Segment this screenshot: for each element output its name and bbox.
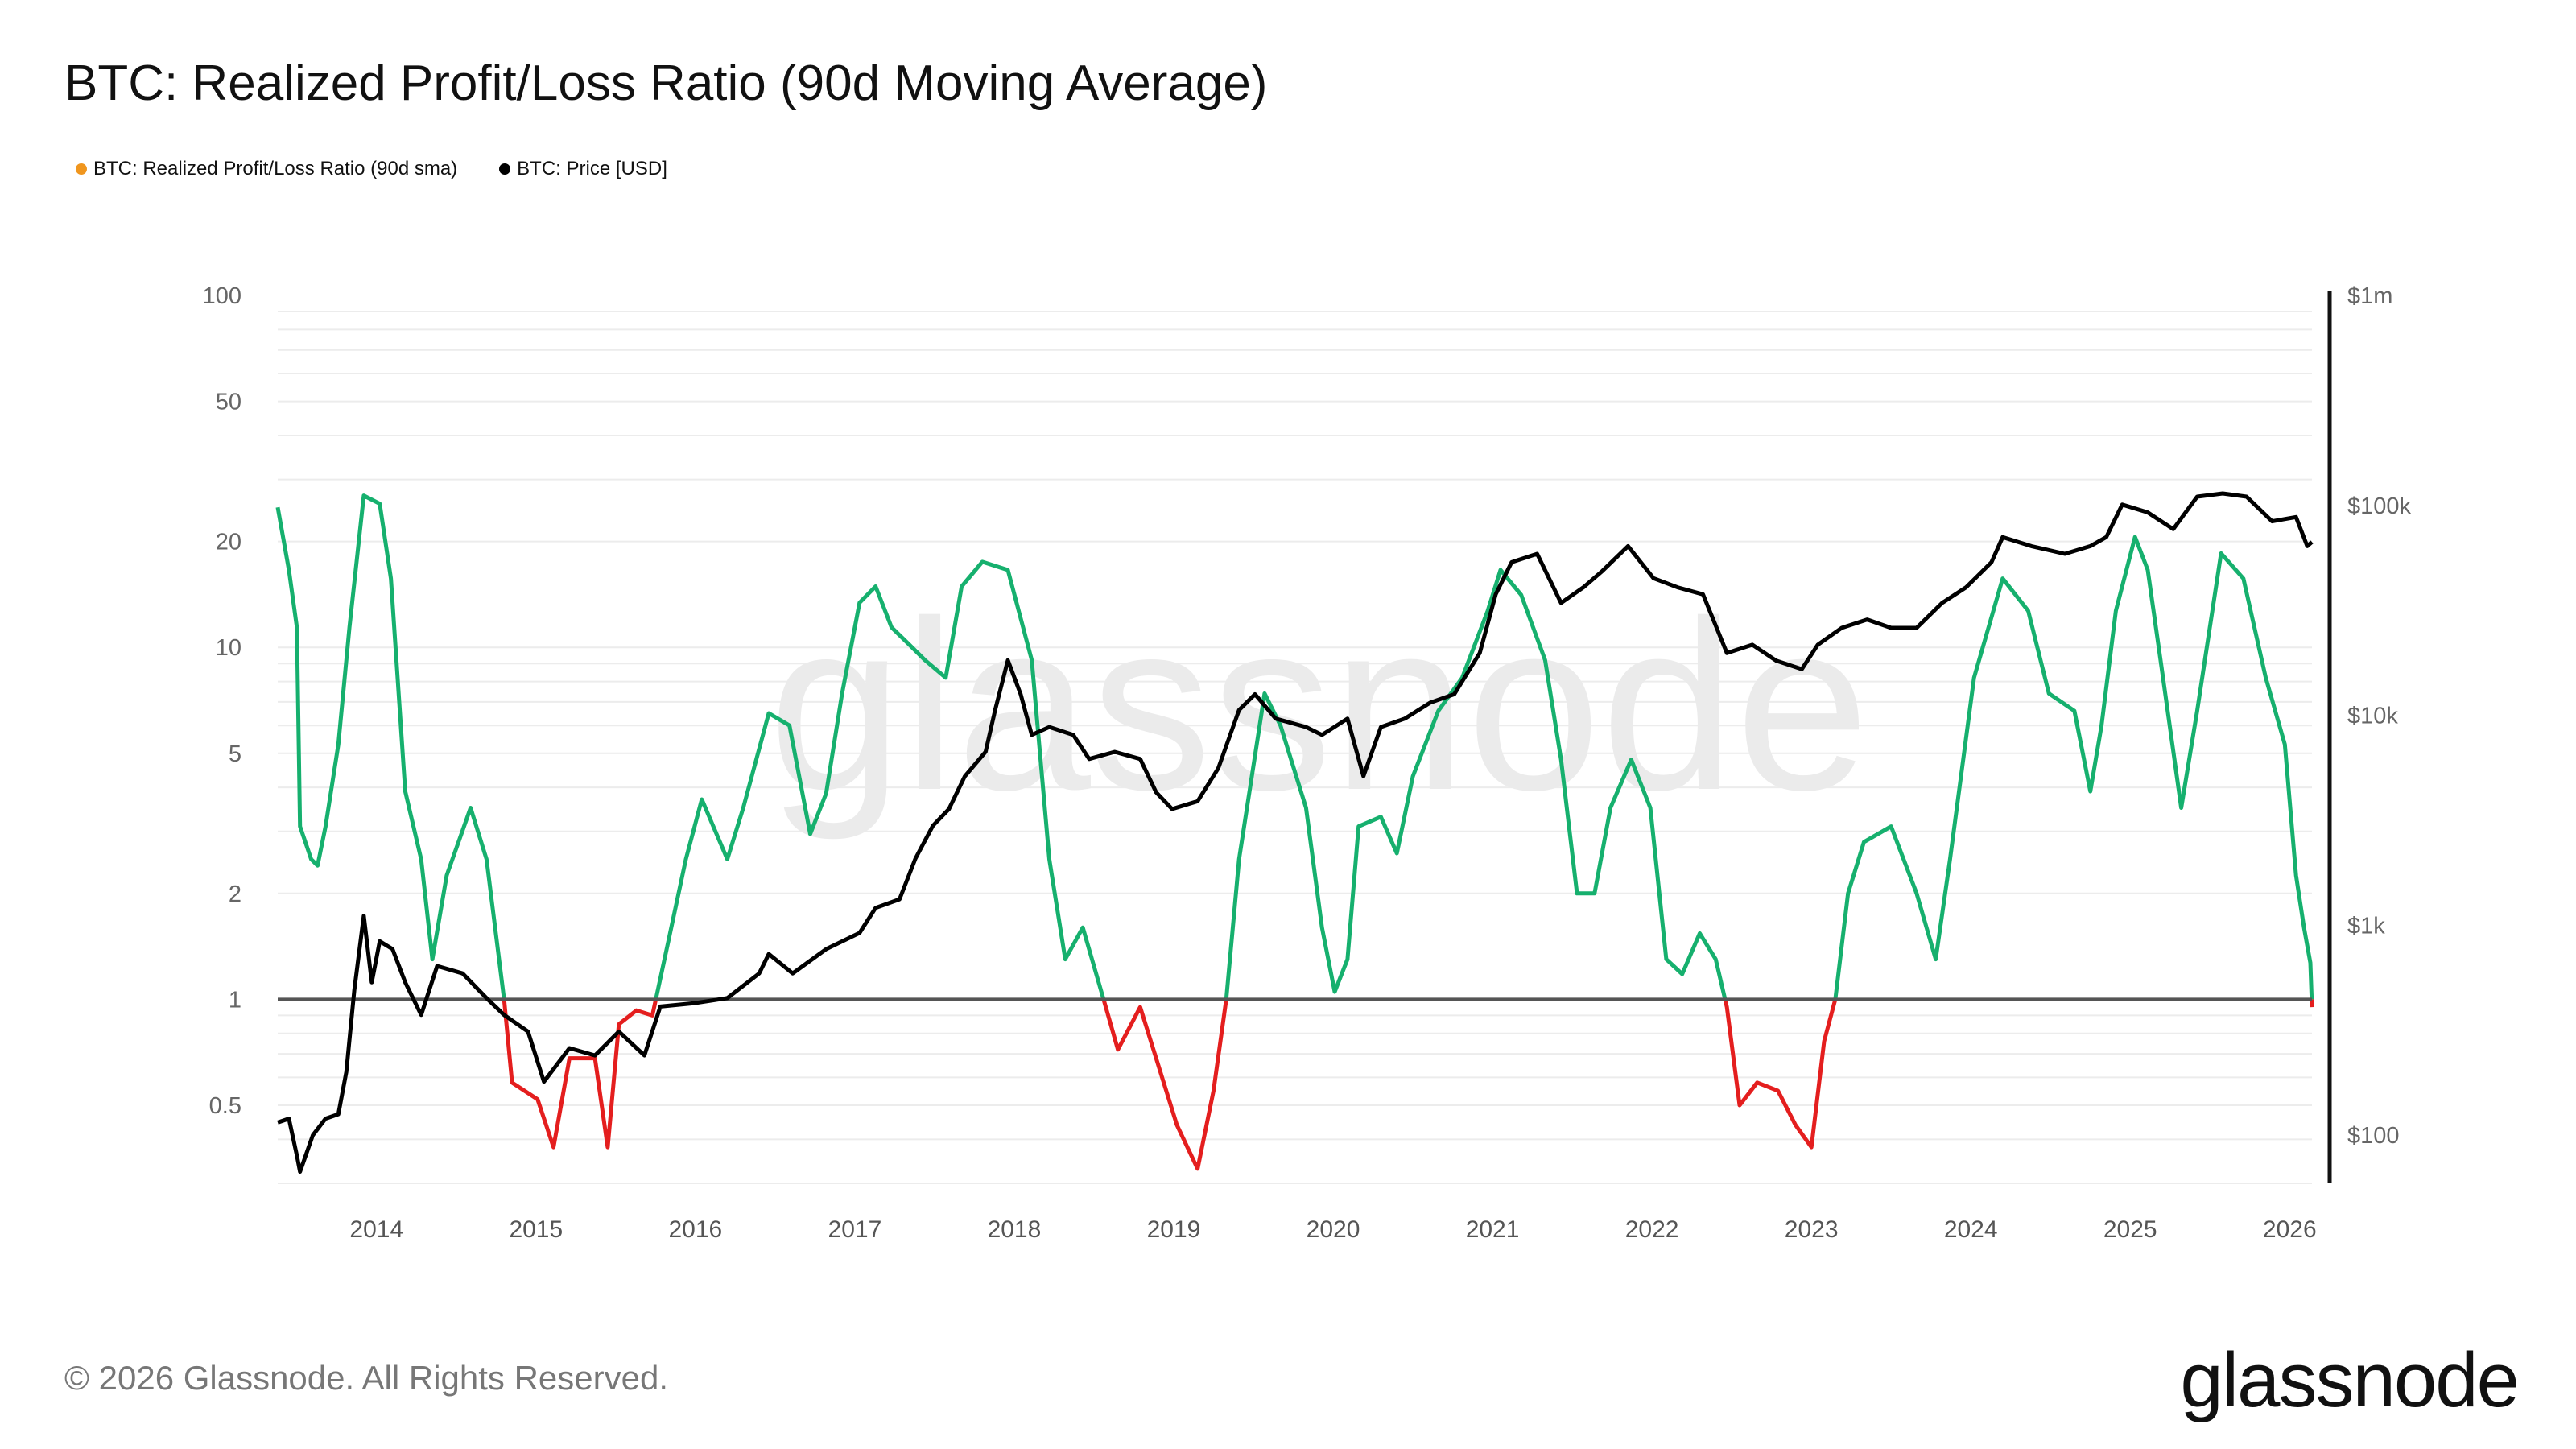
legend-dot-price <box>499 163 511 175</box>
watermark: glassnode <box>769 570 1870 842</box>
legend-dot-ratio <box>76 163 87 175</box>
left-tick-label: 0.5 <box>209 1093 242 1119</box>
x-tick-label: 2016 <box>668 1216 722 1243</box>
chart-title: BTC: Realized Profit/Loss Ratio (90d Mov… <box>64 56 1268 111</box>
price-line <box>277 491 2314 1174</box>
x-tick-label: 2022 <box>1625 1216 1679 1243</box>
left-tick-label: 1 <box>229 987 242 1013</box>
copyright-footer: © 2026 Glassnode. All Rights Reserved. <box>64 1359 669 1397</box>
left-tick-label: 2 <box>229 881 242 907</box>
x-tick-label: 2019 <box>1147 1216 1201 1243</box>
x-tick-label: 2025 <box>2103 1216 2157 1243</box>
legend: BTC: Realized Profit/Loss Ratio (90d sma… <box>76 158 667 180</box>
x-tick-label: 2021 <box>1466 1216 1520 1243</box>
right-tick-label: $1m <box>2347 283 2392 309</box>
left-tick-label: 50 <box>216 390 242 415</box>
legend-label-ratio: BTC: Realized Profit/Loss Ratio (90d sma… <box>93 158 458 180</box>
legend-label-price: BTC: Price [USD] <box>517 158 667 180</box>
left-tick-label: 20 <box>216 530 242 555</box>
legend-item-ratio[interactable]: BTC: Realized Profit/Loss Ratio (90d sma… <box>76 158 457 180</box>
left-tick-label: 100 <box>203 283 242 309</box>
x-tick-label: 2023 <box>1785 1216 1839 1243</box>
ratio-line-loss <box>502 999 2314 1171</box>
right-tick-label: $100 <box>2347 1123 2400 1149</box>
ratio-line-profit <box>275 493 2314 1000</box>
legend-item-price[interactable]: BTC: Price [USD] <box>499 158 667 180</box>
x-tick-label: 2018 <box>988 1216 1042 1243</box>
x-tick-label: 2024 <box>1944 1216 1998 1243</box>
right-tick-label: $1k <box>2347 913 2385 939</box>
left-tick-label: 10 <box>216 635 242 661</box>
right-tick-label: $100k <box>2347 493 2412 519</box>
x-tick-label: 2020 <box>1307 1216 1360 1243</box>
left-tick-label: 5 <box>229 741 242 767</box>
glassnode-logo: glassnode <box>2180 1337 2520 1423</box>
x-tick-label: 2026 <box>2263 1216 2317 1243</box>
x-tick-label: 2014 <box>349 1216 403 1243</box>
right-tick-label: $10k <box>2347 704 2398 729</box>
x-tick-label: 2017 <box>828 1216 882 1243</box>
x-tick-label: 2015 <box>509 1216 563 1243</box>
